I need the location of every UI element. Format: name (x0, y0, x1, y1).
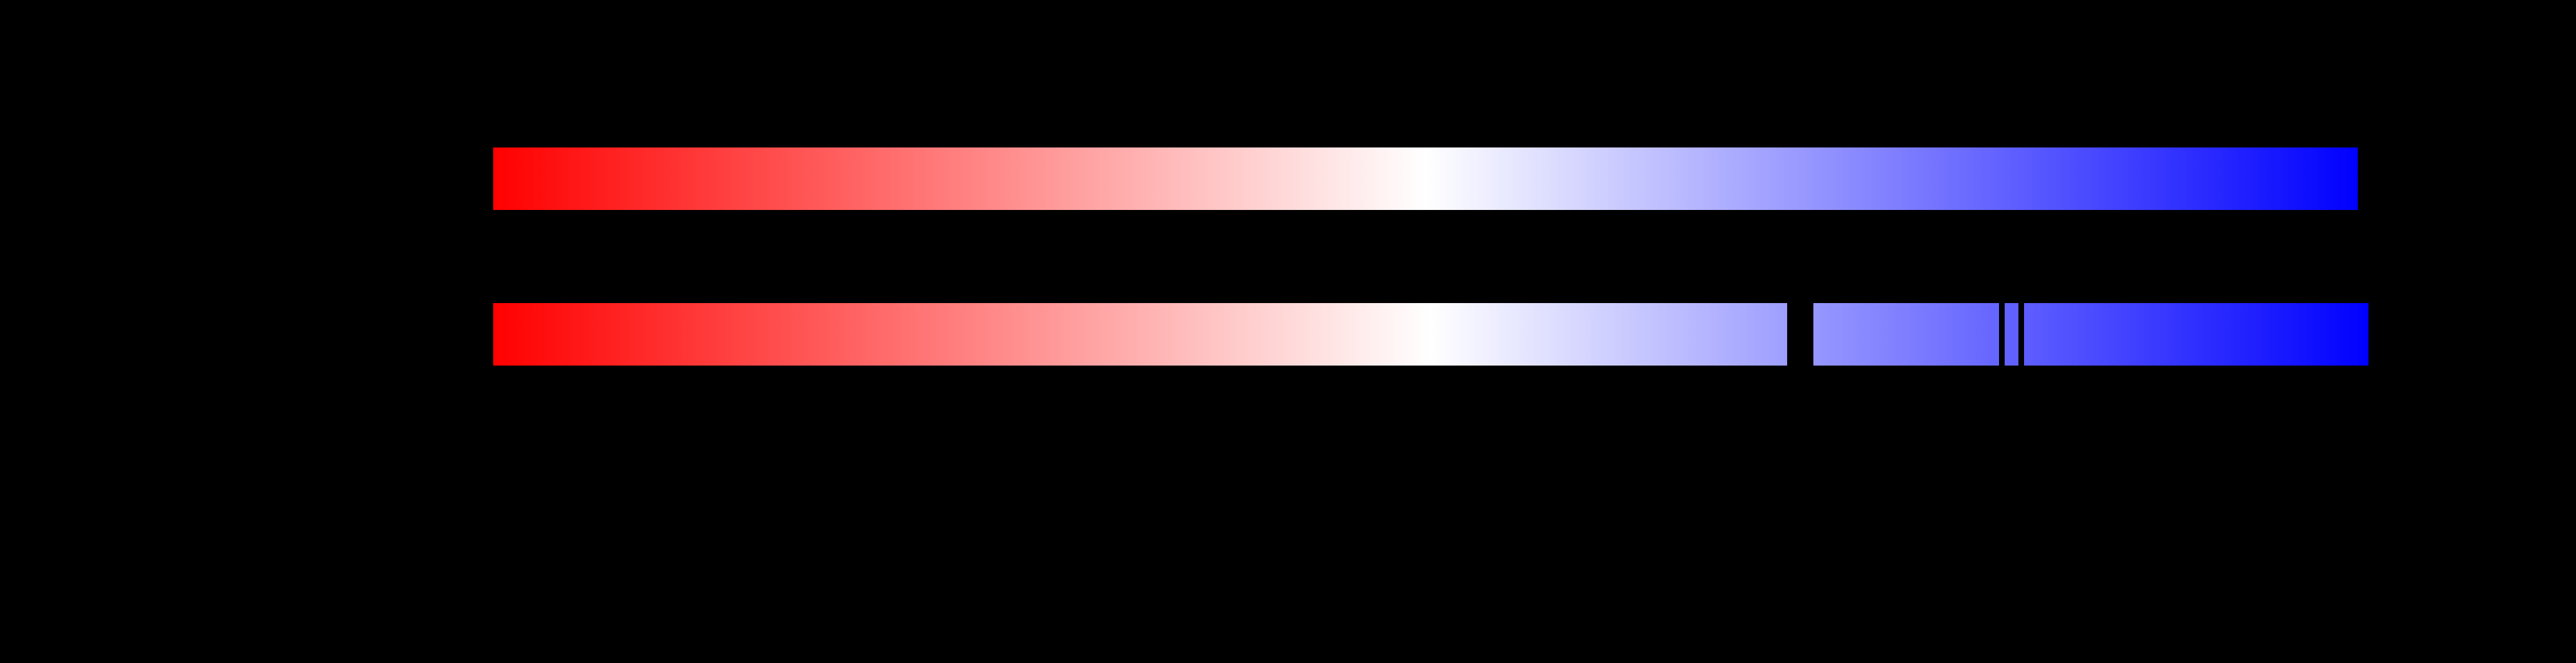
colorbar-gap-stripe (2018, 302, 2024, 366)
colorbar-gap-stripe (1787, 302, 1813, 366)
colorbar-gap-stripe (1999, 302, 2005, 366)
segmented-colorbar (493, 302, 2368, 366)
continuous-colorbar (493, 147, 2358, 210)
